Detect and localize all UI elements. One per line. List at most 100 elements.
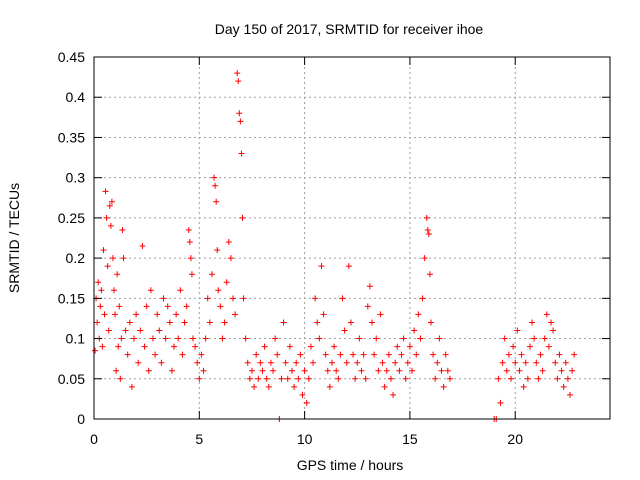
- data-point: [147, 287, 154, 294]
- data-point: [533, 359, 540, 366]
- data-point: [337, 351, 344, 358]
- data-point: [286, 343, 293, 350]
- y-tick-label: 0.45: [58, 49, 85, 65]
- data-point: [387, 375, 394, 382]
- data-point: [424, 226, 431, 233]
- data-point: [95, 279, 102, 286]
- data-point: [436, 335, 443, 342]
- data-point: [499, 359, 506, 366]
- data-point: [227, 255, 234, 262]
- data-point: [158, 359, 165, 366]
- data-point: [366, 283, 373, 290]
- data-point: [109, 255, 116, 262]
- data-point: [377, 311, 384, 318]
- data-point: [444, 367, 451, 374]
- data-point: [411, 327, 418, 334]
- data-point: [362, 375, 369, 382]
- data-point: [102, 188, 109, 195]
- x-tick-label: 5: [195, 431, 203, 447]
- data-point: [529, 319, 536, 326]
- data-point: [235, 78, 242, 85]
- data-point: [261, 343, 268, 350]
- data-point: [117, 375, 124, 382]
- data-point: [255, 375, 262, 382]
- data-point: [265, 383, 272, 390]
- data-point: [396, 367, 403, 374]
- data-point: [267, 359, 274, 366]
- data-point: [177, 287, 184, 294]
- data-point: [390, 391, 397, 398]
- data-point: [503, 367, 510, 374]
- data-point: [204, 295, 211, 302]
- data-point: [124, 351, 131, 358]
- data-point: [358, 367, 365, 374]
- data-point: [381, 383, 388, 390]
- data-point: [539, 367, 546, 374]
- data-point: [331, 343, 338, 350]
- data-point: [554, 375, 561, 382]
- data-point: [230, 295, 237, 302]
- data-point: [371, 351, 378, 358]
- data-point: [284, 375, 291, 382]
- data-point: [379, 359, 386, 366]
- data-point: [211, 174, 218, 181]
- y-tick-label: 0.15: [58, 290, 85, 306]
- data-point: [217, 303, 224, 310]
- data-point: [531, 335, 538, 342]
- data-point: [354, 359, 361, 366]
- y-tick-label: 0.2: [66, 250, 86, 266]
- data-point: [427, 319, 434, 326]
- data-point: [524, 375, 531, 382]
- data-point: [421, 255, 428, 262]
- data-point: [299, 391, 306, 398]
- data-point: [512, 359, 519, 366]
- data-point: [187, 255, 194, 262]
- data-point: [239, 214, 246, 221]
- data-point: [316, 335, 323, 342]
- data-point: [94, 319, 101, 326]
- data-point: [240, 295, 247, 302]
- data-point: [350, 351, 357, 358]
- data-point: [406, 343, 413, 350]
- data-point: [541, 335, 548, 342]
- data-point: [118, 335, 125, 342]
- data-point: [312, 295, 319, 302]
- data-point: [97, 303, 104, 310]
- y-axis-label: SRMTID / TECUs: [6, 183, 22, 293]
- data-point: [280, 319, 287, 326]
- data-point: [196, 375, 203, 382]
- data-point: [221, 319, 228, 326]
- data-point: [253, 351, 260, 358]
- data-point: [552, 359, 559, 366]
- data-point: [242, 335, 249, 342]
- data-point: [149, 335, 156, 342]
- data-point: [383, 367, 390, 374]
- data-point: [356, 335, 363, 342]
- data-point: [270, 367, 277, 374]
- data-point: [548, 319, 555, 326]
- data-point: [369, 319, 376, 326]
- data-point: [251, 383, 258, 390]
- data-point: [409, 367, 416, 374]
- data-point: [248, 367, 255, 374]
- data-point: [119, 226, 126, 233]
- data-point: [413, 351, 420, 358]
- x-axis-label: GPS time / hours: [297, 457, 404, 473]
- y-tick-label: 0.35: [58, 129, 85, 145]
- data-point: [394, 343, 401, 350]
- data-point: [198, 351, 205, 358]
- data-point: [430, 351, 437, 358]
- data-point: [272, 335, 279, 342]
- data-point: [305, 375, 312, 382]
- data-point: [442, 351, 449, 358]
- data-point: [291, 383, 298, 390]
- data-point: [537, 351, 544, 358]
- data-point: [288, 367, 295, 374]
- data-point: [219, 335, 226, 342]
- data-point: [234, 70, 241, 77]
- data-point: [278, 375, 285, 382]
- data-point: [105, 327, 112, 334]
- data-point: [324, 367, 331, 374]
- data-point: [571, 351, 578, 358]
- data-point: [417, 335, 424, 342]
